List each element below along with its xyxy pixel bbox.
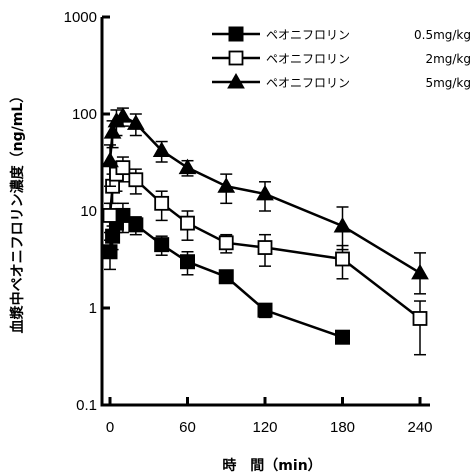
data-point [115,207,131,223]
data-point [412,311,428,326]
data-point [256,184,274,201]
y-tick-label: 0.1 [76,397,97,414]
legend-marker [227,72,245,89]
data-point [115,160,131,176]
y-axis-title: 血漿中ペオニフロリン濃度（ng/mL） [9,89,26,334]
series-0 [102,202,350,345]
data-point [217,177,236,193]
y-tick-label: 100 [72,106,97,123]
data-point [102,208,118,223]
legend-marker [228,50,244,66]
legend-dose-label: 5mg/kg [425,76,471,90]
data-point [152,141,171,158]
y-tick-label: 1 [89,300,97,317]
data-point [154,195,170,211]
legend-dose-label: 2mg/kg [425,52,471,66]
data-point [218,235,234,251]
data-point [335,251,350,267]
legend-marker [228,26,244,42]
legend-entry: ペオニフロリン 5mg/kg [212,72,471,90]
data-point [180,215,195,231]
legend: ペオニフロリン 0.5mg/kg ペオニフロリン 2mg/kg ペオニフロリン 5mg/k… [212,26,471,90]
y-tick-label: 10 [80,203,97,220]
data-point [114,107,132,123]
data-point [154,237,170,253]
x-tick-label: 240 [407,419,432,436]
legend-entry: ペオニフロリン 2mg/kg [212,50,471,66]
legend-series-name: ペオニフロリン [266,52,350,66]
x-tick-label: 120 [252,419,277,436]
series-layer [101,107,429,356]
data-point [128,217,144,233]
data-point [105,228,121,244]
data-point [128,172,144,188]
ticks: 0.1 1 10 100 1000 0 60 120 180 240 [64,9,433,436]
series-2 [101,107,429,295]
series-1 [102,156,428,356]
data-point [335,329,350,345]
legend-series-name: ペオニフロリン [266,28,350,42]
data-point [101,151,119,168]
legend-entry: ペオニフロリン 0.5mg/kg [212,26,471,42]
data-point [103,123,122,139]
data-point [126,114,145,130]
data-point [102,244,118,260]
data-point [178,158,197,175]
data-point [180,254,195,270]
x-tick-label: 0 [106,419,114,436]
x-tick-label: 60 [179,419,196,436]
data-point [257,240,273,255]
legend-series-name: ペオニフロリン [266,76,350,90]
data-point [218,269,234,285]
data-point [257,302,273,318]
legend-dose-label: 0.5mg/kg [414,28,471,42]
data-point [333,217,352,233]
y-tick-label: 1000 [64,9,97,26]
x-tick-label: 180 [330,419,355,436]
x-axis-title: 時 間（min） [222,457,321,474]
data-point [411,263,429,280]
